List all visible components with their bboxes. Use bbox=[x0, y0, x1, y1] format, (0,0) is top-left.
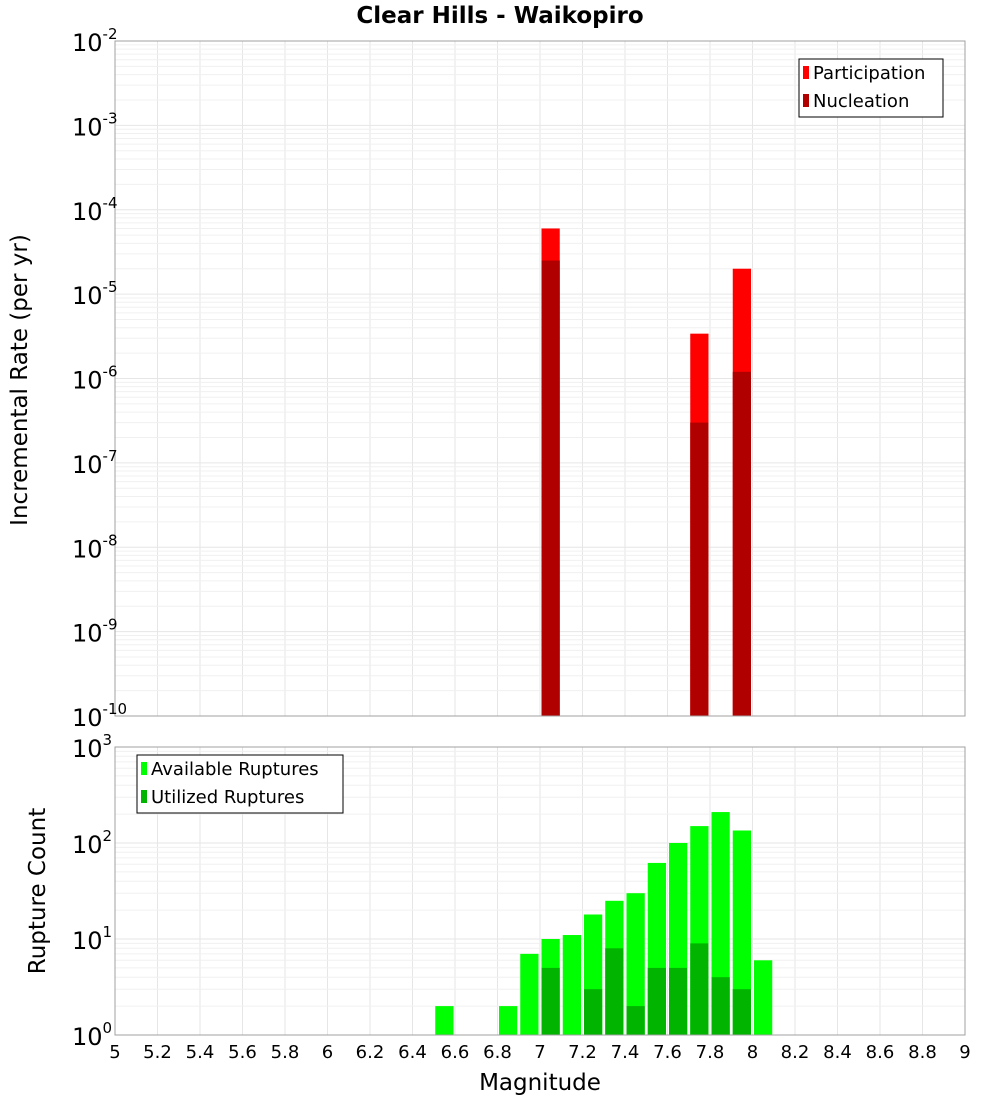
x-tick-label: 6 bbox=[322, 1042, 333, 1063]
top-y-axis-label: Incremental Rate (per yr) bbox=[7, 234, 33, 526]
bottom-bar-utilized-ruptures bbox=[626, 1006, 645, 1035]
top-bar-nucleation bbox=[541, 260, 560, 716]
top-plot-frame bbox=[114, 40, 966, 717]
top-y-tick-label: 10-5 bbox=[72, 278, 118, 310]
bottom-legend-swatch bbox=[141, 790, 147, 803]
x-tick-label: 6.6 bbox=[441, 1042, 470, 1063]
bottom-legend: Available Ruptures Utilized Ruptures bbox=[136, 754, 344, 814]
bottom-bar-utilized-ruptures bbox=[732, 989, 751, 1035]
x-tick-label: 5 bbox=[109, 1042, 120, 1063]
x-tick-label: 8 bbox=[747, 1042, 758, 1063]
top-y-tick-label: 10-2 bbox=[72, 25, 118, 57]
x-tick-label: 7.2 bbox=[568, 1042, 597, 1063]
x-tick-label: 6.2 bbox=[356, 1042, 385, 1063]
x-tick-label: 8.8 bbox=[908, 1042, 937, 1063]
top-y-tick-label: 10-6 bbox=[72, 363, 118, 395]
top-y-tick-label: 10-7 bbox=[72, 447, 118, 479]
x-tick-label: 5.4 bbox=[186, 1042, 215, 1063]
bottom-legend-box bbox=[136, 754, 344, 814]
top-legend: Participation Nucleation bbox=[798, 58, 944, 118]
x-tick-label: 8.2 bbox=[781, 1042, 810, 1063]
x-tick-label: 5.2 bbox=[143, 1042, 172, 1063]
top-legend-box bbox=[798, 58, 944, 118]
bottom-legend-swatch bbox=[141, 762, 147, 775]
bottom-bar-utilized-ruptures bbox=[669, 967, 688, 1035]
x-tick-label: 8.4 bbox=[823, 1042, 852, 1063]
bottom-bar-utilized-ruptures bbox=[711, 977, 730, 1035]
top-y-tick-label: 10-10 bbox=[72, 700, 127, 732]
x-tick-label: 7.8 bbox=[696, 1042, 725, 1063]
bottom-bar-available-ruptures bbox=[499, 1006, 518, 1035]
top-bar-nucleation bbox=[690, 422, 709, 716]
x-tick-label: 6.4 bbox=[398, 1042, 427, 1063]
bottom-bar-available-ruptures bbox=[626, 893, 645, 1035]
x-axis-label: Magnitude bbox=[479, 1070, 601, 1096]
top-y-tick-label: 10-4 bbox=[72, 194, 118, 226]
top-legend-swatch bbox=[803, 66, 809, 79]
bottom-legend-label: Utilized Ruptures bbox=[151, 787, 304, 808]
bottom-bar-utilized-ruptures bbox=[605, 948, 624, 1035]
bottom-y-tick-label: 100 bbox=[72, 1019, 112, 1051]
bottom-plot-frame bbox=[114, 746, 966, 1036]
bottom-bar-utilized-ruptures bbox=[647, 967, 666, 1035]
bottom-bar-available-ruptures bbox=[520, 953, 539, 1035]
x-tick-label: 7 bbox=[534, 1042, 545, 1063]
x-tick-label: 7.4 bbox=[611, 1042, 640, 1063]
top-legend-label: Participation bbox=[813, 63, 925, 84]
chart-title: Clear Hills - Waikopiro bbox=[356, 3, 643, 29]
bottom-bar-utilized-ruptures bbox=[690, 943, 709, 1035]
x-tick-label: 7.6 bbox=[653, 1042, 682, 1063]
bottom-y-tick-label: 103 bbox=[72, 731, 112, 763]
x-tick-label: 9 bbox=[959, 1042, 970, 1063]
top-legend-label: Nucleation bbox=[813, 91, 909, 112]
top-y-tick-label: 10-3 bbox=[72, 109, 118, 141]
top-legend-swatch bbox=[803, 94, 809, 107]
bottom-y-tick-label: 102 bbox=[72, 827, 112, 859]
bottom-bar-available-ruptures bbox=[754, 960, 773, 1035]
top-plot-incremental-rate: 10-10 10-9 10-8 10-7 10-6 10-5 10-4 10-3 10-2 Par… bbox=[72, 25, 966, 732]
bottom-bar-available-ruptures bbox=[562, 935, 581, 1035]
bottom-y-tick-label: 101 bbox=[72, 923, 112, 955]
x-tick-label: 8.6 bbox=[866, 1042, 895, 1063]
top-y-tick-label: 10-9 bbox=[72, 616, 118, 648]
top-bar-nucleation bbox=[732, 371, 751, 716]
x-tick-label: 5.8 bbox=[271, 1042, 300, 1063]
bottom-bar-available-ruptures bbox=[435, 1006, 454, 1035]
top-y-tick-label: 10-8 bbox=[72, 531, 118, 563]
bottom-bar-utilized-ruptures bbox=[584, 989, 603, 1035]
bottom-y-axis-label: Rupture Count bbox=[25, 808, 51, 974]
bottom-plot-rupture-count: 100 101 102 103 Available Ruptures Utilized R… bbox=[72, 731, 966, 1051]
bottom-bar-utilized-ruptures bbox=[541, 967, 560, 1035]
x-tick-label: 6.8 bbox=[483, 1042, 512, 1063]
bottom-bar-available-ruptures bbox=[732, 830, 751, 1035]
x-tick-label: 5.6 bbox=[228, 1042, 257, 1063]
bottom-legend-label: Available Ruptures bbox=[151, 759, 319, 780]
